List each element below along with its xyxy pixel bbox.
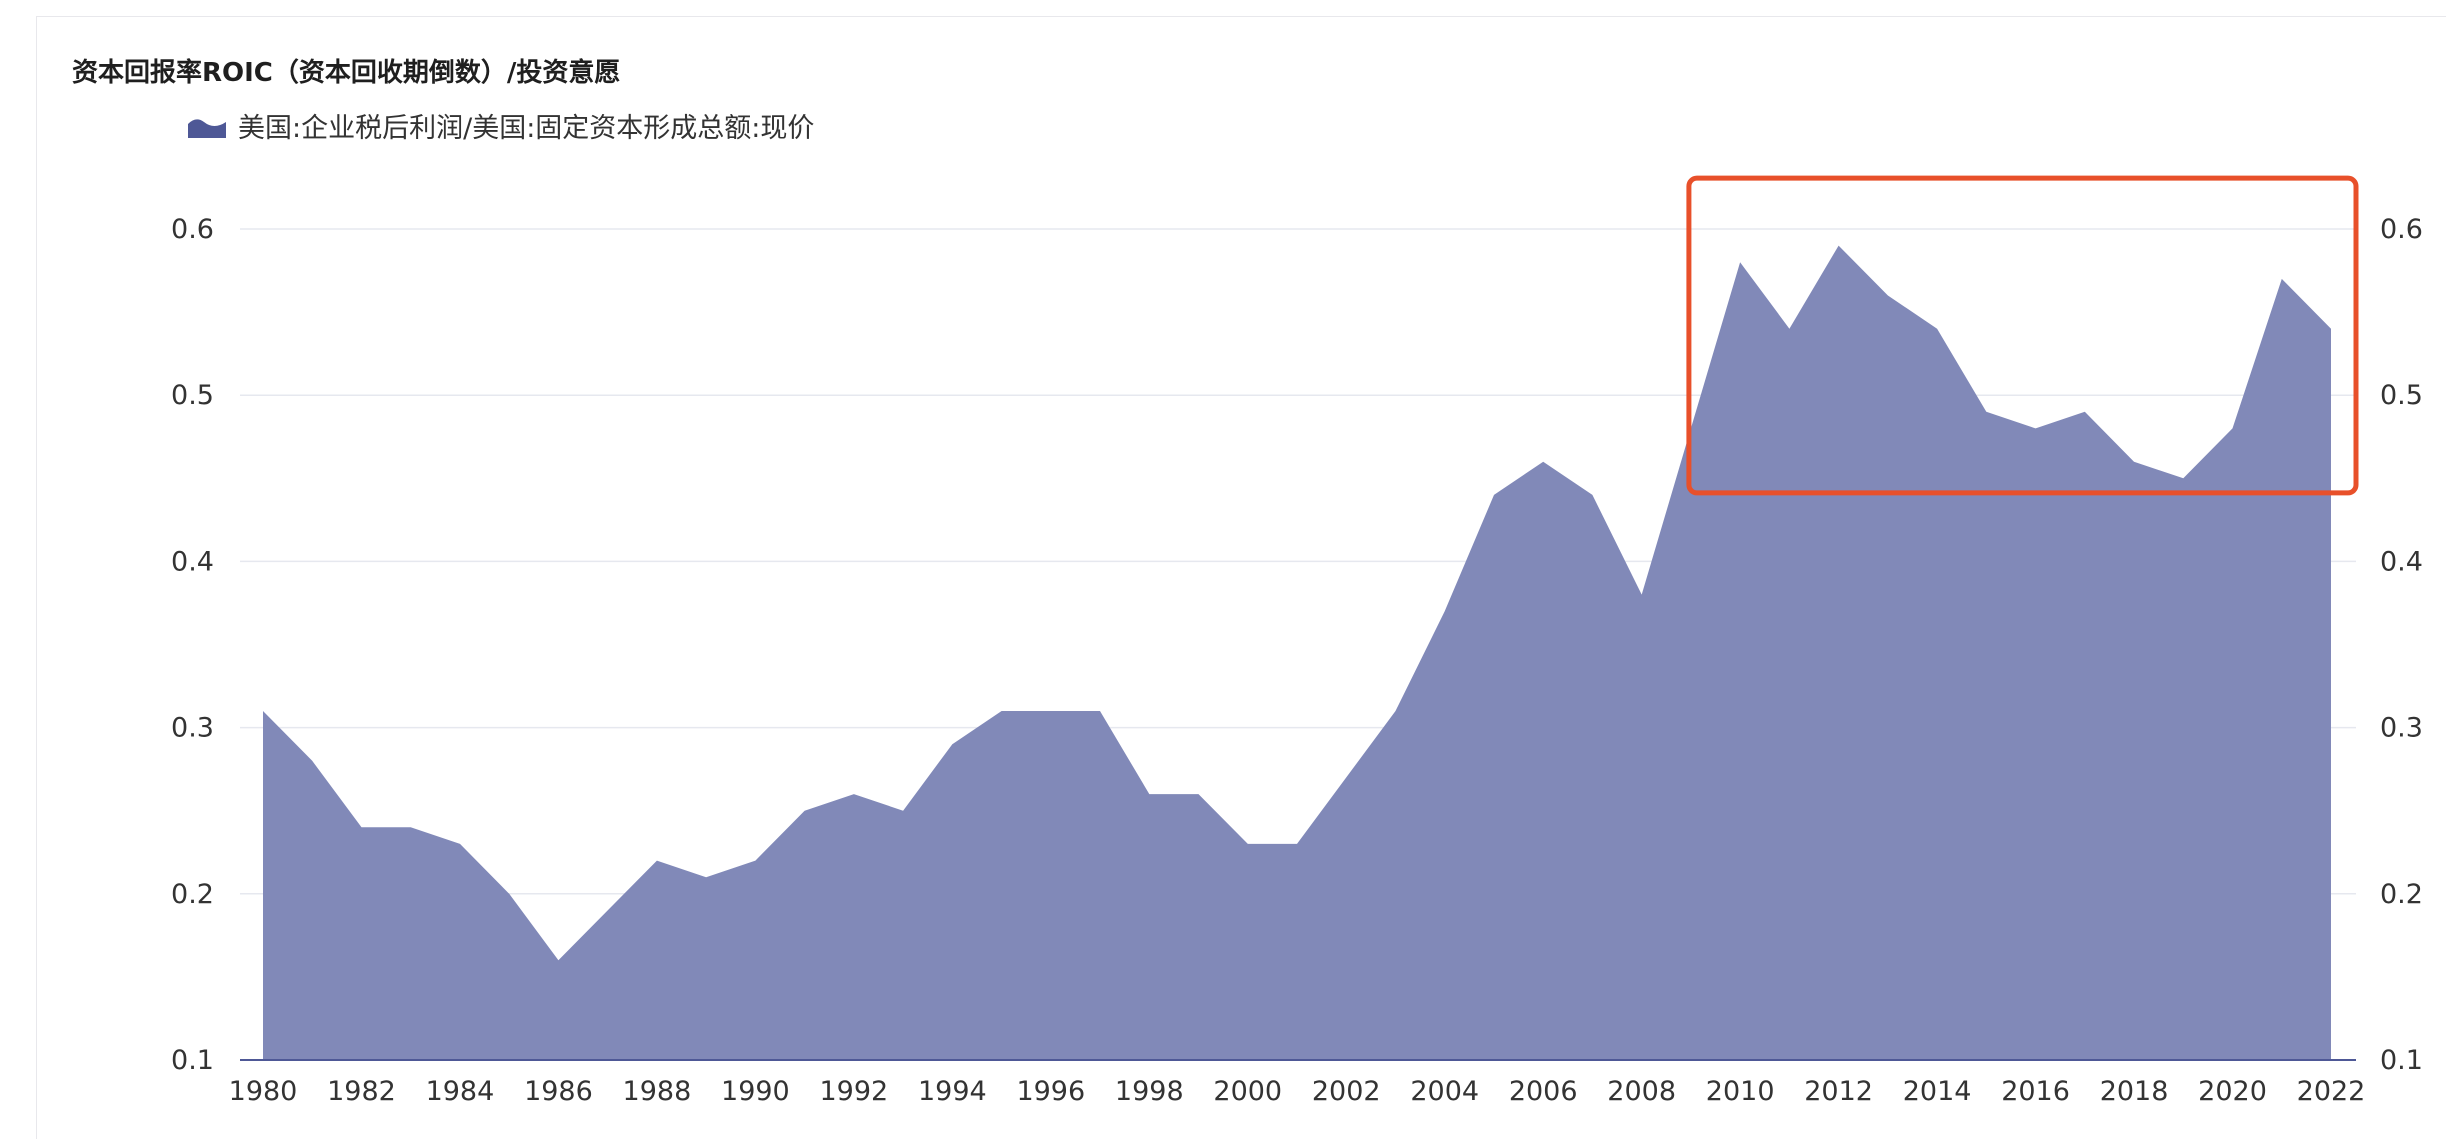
x-tick-label: 1998 — [1115, 1076, 1184, 1107]
data-point-1999[interactable] — [1193, 788, 1205, 800]
highlight-box — [1686, 175, 2359, 496]
x-tick-label: 2020 — [2198, 1076, 2267, 1107]
data-point-2001[interactable] — [1291, 838, 1303, 850]
data-point-2010[interactable] — [1734, 256, 1746, 268]
data-point-1992[interactable] — [848, 788, 860, 800]
data-point-2015[interactable] — [1980, 406, 1992, 418]
x-tick-label: 1994 — [918, 1076, 987, 1107]
data-point-2011[interactable] — [1783, 323, 1795, 335]
data-point-1995[interactable] — [996, 705, 1008, 717]
x-tick-label: 1992 — [819, 1076, 888, 1107]
data-point-1990[interactable] — [749, 855, 761, 867]
highlight-group — [1686, 175, 2359, 496]
data-point-2014[interactable] — [1931, 323, 1943, 335]
x-tick-label: 1982 — [327, 1076, 396, 1107]
series-area[interactable] — [263, 245, 2331, 1061]
data-point-2006[interactable] — [1537, 456, 1549, 468]
data-point-2007[interactable] — [1586, 489, 1598, 501]
data-point-1988[interactable] — [651, 855, 663, 867]
y-tick-label-left: 0.6 — [171, 214, 214, 245]
series-area-group — [257, 240, 2337, 1061]
legend-label: 美国:企业税后利润/美国:固定资本形成总额:现价 — [238, 113, 815, 144]
data-point-1980[interactable] — [257, 705, 269, 717]
data-point-2022[interactable] — [2325, 323, 2337, 335]
y-tick-label-left: 0.2 — [171, 879, 214, 910]
data-point-1998[interactable] — [1143, 788, 1155, 800]
x-tick-label: 2002 — [1312, 1076, 1381, 1107]
x-tick-label: 2014 — [1903, 1076, 1972, 1107]
data-point-2013[interactable] — [1882, 290, 1894, 302]
x-tick-label: 1984 — [426, 1076, 495, 1107]
data-point-2005[interactable] — [1488, 489, 1500, 501]
data-point-2017[interactable] — [2079, 406, 2091, 418]
y-tick-label-left: 0.3 — [171, 713, 214, 744]
legend-area-icon — [188, 118, 226, 138]
y-tick-label-right: 0.4 — [2380, 546, 2423, 577]
data-point-1985[interactable] — [503, 888, 515, 900]
data-point-1993[interactable] — [897, 805, 909, 817]
data-point-1981[interactable] — [306, 755, 318, 767]
y-tick-label-right: 0.5 — [2380, 380, 2423, 411]
y-tick-label-right: 0.2 — [2380, 879, 2423, 910]
right-y-axis-ticks: 0.1 0.2 0.3 0.4 0.5 0.6 — [2380, 214, 2423, 1076]
data-point-2016[interactable] — [2030, 422, 2042, 434]
data-point-2012[interactable] — [1833, 240, 1845, 252]
x-tick-label: 2004 — [1410, 1076, 1479, 1107]
y-tick-label-right: 0.6 — [2380, 214, 2423, 245]
data-point-2008[interactable] — [1636, 589, 1648, 601]
data-point-2002[interactable] — [1340, 772, 1352, 784]
data-point-1982[interactable] — [356, 821, 368, 833]
data-point-1989[interactable] — [700, 871, 712, 883]
x-tick-label: 2022 — [2297, 1076, 2366, 1107]
data-point-1994[interactable] — [946, 738, 958, 750]
x-tick-label: 2012 — [1804, 1076, 1873, 1107]
x-tick-label: 1980 — [229, 1076, 298, 1107]
data-point-2004[interactable] — [1439, 605, 1451, 617]
y-tick-label-left: 0.4 — [171, 546, 214, 577]
y-tick-label-left: 0.1 — [171, 1045, 214, 1076]
y-tick-label-left: 0.5 — [171, 380, 214, 411]
data-point-2020[interactable] — [2227, 422, 2239, 434]
data-point-2019[interactable] — [2177, 472, 2189, 484]
x-tick-label: 1996 — [1016, 1076, 1085, 1107]
data-point-1986[interactable] — [552, 954, 564, 966]
data-point-2021[interactable] — [2276, 273, 2288, 285]
chart-title: 资本回报率ROIC（资本回收期倒数）/投资意愿 — [72, 58, 621, 88]
data-point-2018[interactable] — [2128, 456, 2140, 468]
data-point-1987[interactable] — [602, 904, 614, 916]
left-y-axis-ticks: 0.1 0.2 0.3 0.4 0.5 0.6 — [171, 214, 214, 1076]
x-tick-label: 1990 — [721, 1076, 790, 1107]
x-tick-label: 2006 — [1509, 1076, 1578, 1107]
data-point-1983[interactable] — [405, 821, 417, 833]
legend[interactable]: 美国:企业税后利润/美国:固定资本形成总额:现价 — [188, 106, 814, 145]
x-tick-label: 2016 — [2001, 1076, 2070, 1107]
x-tick-label: 2010 — [1706, 1076, 1775, 1107]
data-point-1991[interactable] — [799, 805, 811, 817]
y-tick-label-right: 0.3 — [2380, 713, 2423, 744]
y-tick-label-right: 0.1 — [2380, 1045, 2423, 1076]
data-point-2000[interactable] — [1242, 838, 1254, 850]
data-point-2003[interactable] — [1390, 705, 1402, 717]
data-point-1996[interactable] — [1045, 705, 1057, 717]
x-tick-label: 1986 — [524, 1076, 593, 1107]
x-tick-label: 1988 — [623, 1076, 692, 1107]
x-axis-ticks: 1980 1982 1984 1986 1988 1990 1992 1994 1996 1998… — [229, 1076, 2366, 1107]
x-tick-label: 2018 — [2100, 1076, 2169, 1107]
x-tick-label: 2008 — [1607, 1076, 1676, 1107]
x-tick-label: 2000 — [1213, 1076, 1282, 1107]
data-point-1997[interactable] — [1094, 705, 1106, 717]
data-point-1984[interactable] — [454, 838, 466, 850]
